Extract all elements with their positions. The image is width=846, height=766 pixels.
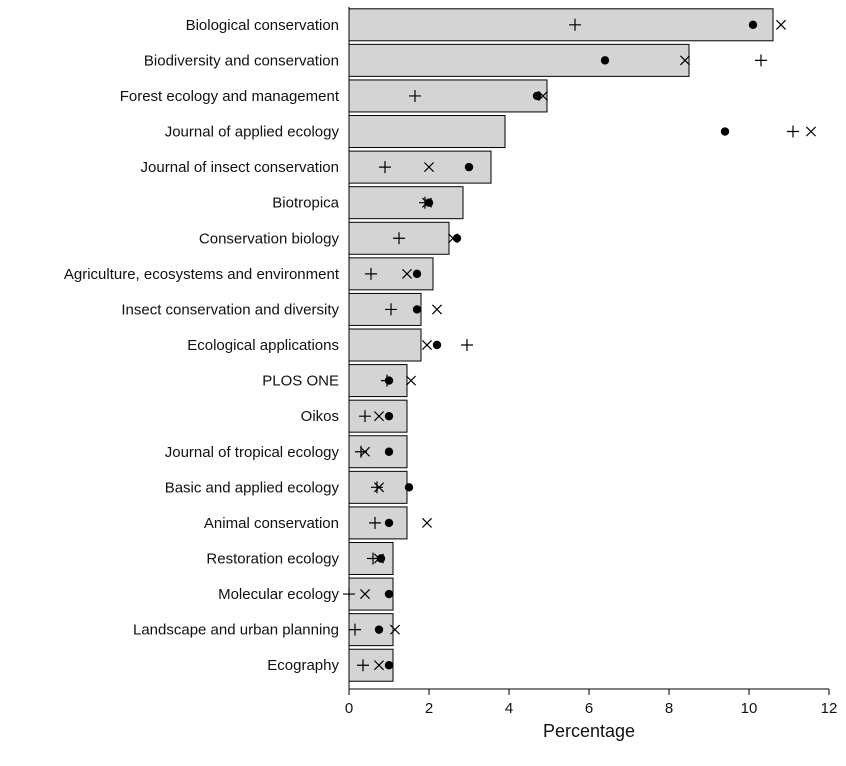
category-label: Journal of tropical ecology <box>165 444 340 461</box>
plus-marker <box>461 339 473 352</box>
plus-marker <box>385 303 397 316</box>
x-tick-label: 0 <box>345 700 353 717</box>
plus-marker <box>787 125 799 138</box>
category-label: Journal of insect conservation <box>141 159 339 176</box>
dot-marker <box>748 20 758 29</box>
dot-marker <box>404 483 414 492</box>
category-label: Journal of applied ecology <box>165 124 340 141</box>
dot-marker <box>432 340 442 350</box>
cross-marker <box>389 624 401 635</box>
x-tick-label: 4 <box>505 700 513 717</box>
category-label: Forest ecology and management <box>120 88 340 105</box>
cross-marker <box>373 482 385 493</box>
cross-marker <box>537 90 549 101</box>
plus-marker <box>349 623 361 636</box>
bars-layer <box>348 8 774 682</box>
dot-marker <box>412 305 422 314</box>
category-label: Insect conservation and diversity <box>121 301 339 318</box>
dot-marker <box>384 589 394 599</box>
dot-marker <box>600 56 610 65</box>
plus-marker <box>379 161 391 174</box>
plus-marker <box>755 54 767 67</box>
dot-marker <box>532 91 542 101</box>
dot-marker <box>384 518 394 528</box>
cross-marker <box>447 233 459 244</box>
dot-marker <box>376 554 386 563</box>
category-label: Conservation biology <box>199 230 340 247</box>
cross-marker <box>421 197 433 208</box>
category-label: Basic and applied ecology <box>165 479 340 496</box>
bar <box>348 43 690 77</box>
cross-marker <box>775 19 787 30</box>
category-label: Landscape and urban planning <box>133 622 339 639</box>
plus-marker <box>357 659 369 672</box>
x-axis-title: Percentage <box>543 721 635 741</box>
plus-marker <box>371 481 383 494</box>
cross-marker <box>423 162 435 173</box>
cross-marker <box>421 339 433 351</box>
bar <box>348 328 422 362</box>
cross-marker <box>805 126 817 137</box>
x-tick-label: 2 <box>425 700 433 717</box>
category-label: Biotropica <box>272 195 339 212</box>
category-label: Molecular ecology <box>218 586 339 603</box>
category-label: Biodiversity and conservation <box>144 52 339 69</box>
cross-marker <box>373 553 385 564</box>
category-label: Animal conservation <box>204 515 339 532</box>
cross-marker <box>359 446 371 457</box>
cross-marker <box>679 55 691 66</box>
x-axis: 0 2 4 6 8 10 12 <box>345 7 838 717</box>
x-tick-label: 8 <box>665 700 673 717</box>
bar <box>348 186 464 220</box>
category-label: Agriculture, ecosystems and environment <box>64 266 340 283</box>
category-label: Ecological applications <box>187 337 339 354</box>
dot-marker <box>384 411 394 421</box>
x-tick-label: 10 <box>741 700 758 717</box>
dot-marker <box>452 234 462 243</box>
category-label: Biological conservation <box>186 17 339 34</box>
plus-marker <box>365 267 377 280</box>
dot-marker <box>384 447 394 456</box>
dot-marker <box>412 269 422 279</box>
plus-marker <box>409 89 421 102</box>
bar <box>348 115 506 149</box>
cross-marker <box>373 660 385 671</box>
category-label: Oikos <box>301 408 339 425</box>
cross-marker <box>359 589 371 600</box>
bar <box>348 399 408 433</box>
bar <box>348 364 408 398</box>
dot-marker <box>374 625 384 634</box>
bar <box>348 79 548 113</box>
plus-marker <box>367 552 379 565</box>
category-label: PLOS ONE <box>262 373 339 390</box>
markers-layer <box>343 18 817 672</box>
cross-marker <box>421 517 433 528</box>
x-tick-label: 6 <box>585 700 593 717</box>
cross-marker <box>373 411 385 422</box>
bar <box>348 8 774 42</box>
x-tick-label: 12 <box>821 700 838 717</box>
dot-marker <box>464 162 474 172</box>
cross-marker <box>401 268 413 279</box>
plus-marker <box>359 410 371 423</box>
plus-marker <box>381 374 393 387</box>
plus-marker <box>369 516 381 529</box>
plus-marker <box>569 18 581 31</box>
dot-marker <box>384 661 394 670</box>
cross-marker <box>405 375 417 386</box>
plus-marker <box>419 196 431 209</box>
category-labels: Biological conservation Biodiversity and … <box>64 17 340 674</box>
dot-marker <box>720 127 730 136</box>
cross-marker <box>431 304 443 315</box>
plus-marker <box>393 232 405 245</box>
category-label: Ecography <box>267 657 339 674</box>
category-label: Restoration ecology <box>206 550 339 567</box>
